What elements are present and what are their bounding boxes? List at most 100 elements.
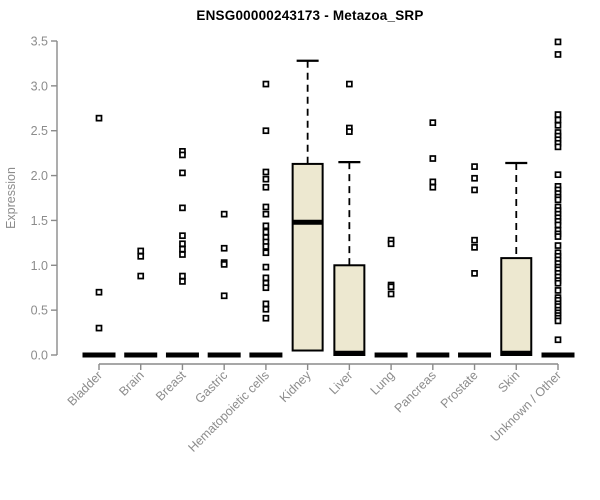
outlier-point — [554, 336, 562, 344]
outlier-point — [179, 232, 186, 240]
outlier-point — [554, 317, 562, 325]
outlier-point — [554, 233, 562, 240]
outlier-point — [554, 116, 562, 124]
median-bar — [249, 352, 283, 358]
x-category-label: Lung — [368, 368, 398, 398]
x-category-label: Gastric — [192, 368, 230, 406]
outlier-point — [179, 151, 186, 159]
outlier-point — [262, 249, 270, 257]
outlier-point — [179, 204, 186, 212]
outlier-point — [262, 203, 270, 211]
outlier-point — [262, 243, 270, 250]
outlier-point — [429, 183, 437, 191]
y-tick-label: 2.0 — [31, 169, 48, 183]
median-bar — [207, 352, 241, 358]
box-skin — [500, 257, 533, 357]
outlier-point — [387, 290, 395, 298]
outlier-point — [95, 324, 103, 332]
outlier-point — [387, 283, 395, 291]
outlier-point — [179, 169, 186, 177]
outlier-point — [137, 252, 145, 260]
outlier-point — [554, 38, 562, 46]
outlier-point — [346, 128, 353, 135]
outlier-point — [554, 221, 562, 229]
outlier-point — [554, 287, 562, 294]
x-category-label: Prostate — [438, 368, 481, 411]
y-tick-label: 1.0 — [31, 259, 48, 273]
y-tick-label: 1.5 — [31, 214, 48, 228]
chart-title: ENSG00000243173 - Metazoa_SRP — [196, 8, 424, 23]
outlier-point — [262, 175, 270, 183]
median-bar — [124, 352, 158, 358]
x-category-label: Breast — [153, 368, 189, 404]
outlier-point — [262, 210, 270, 218]
outlier-point — [262, 228, 270, 236]
outlier-point — [262, 274, 270, 282]
y-tick-label: 0.5 — [31, 304, 48, 318]
x-category-label: Kidney — [277, 368, 314, 405]
outlier-point — [262, 284, 270, 292]
outlier-point — [220, 261, 228, 268]
outlier-point — [262, 80, 270, 88]
x-category-label: Hematopoietic cells — [185, 368, 272, 455]
outlier-point — [95, 288, 103, 296]
median-bar — [165, 352, 199, 358]
outlier-point — [262, 314, 270, 322]
outlier-point — [429, 119, 437, 126]
x-category-label: Brain — [116, 368, 147, 399]
outlier-point — [554, 279, 562, 287]
outlier-point — [471, 236, 478, 244]
y-tick-label: 0.0 — [31, 349, 48, 363]
x-category-label: Pancreas — [392, 368, 439, 415]
outlier-point — [471, 174, 478, 182]
outlier-point — [554, 51, 562, 58]
outlier-point — [554, 143, 562, 151]
outlier-point — [179, 272, 186, 280]
outlier-point — [262, 222, 270, 230]
outlier-point — [554, 121, 562, 129]
outlier-point — [429, 178, 437, 186]
outlier-point — [220, 292, 228, 300]
outlier-point — [262, 300, 270, 308]
outlier-point — [262, 127, 270, 135]
outlier-point — [262, 263, 270, 271]
outlier-point — [137, 272, 145, 280]
outlier-point — [554, 196, 562, 204]
x-category-label: Unknown / Other — [488, 368, 564, 444]
outlier-point — [179, 240, 186, 248]
outlier-point — [179, 245, 186, 253]
median-bar — [416, 352, 450, 358]
y-axis-label: Expression — [4, 167, 18, 229]
outlier-point — [554, 242, 562, 249]
outlier-point — [471, 243, 478, 251]
box-kidney — [291, 162, 324, 352]
outlier-point — [262, 183, 270, 191]
outlier-point — [346, 80, 353, 88]
outlier-point — [471, 163, 478, 170]
outlier-point — [262, 168, 270, 176]
x-category-label: Bladder — [65, 368, 105, 408]
x-category-label: Liver — [326, 368, 355, 397]
outlier-point — [220, 244, 228, 252]
outlier-point — [262, 305, 270, 313]
y-tick-label: 2.5 — [31, 124, 48, 138]
median-bar — [458, 352, 492, 358]
x-category-label: Skin — [495, 368, 522, 395]
outlier-point — [387, 240, 395, 248]
outlier-point — [471, 270, 478, 277]
y-tick-label: 3.5 — [31, 35, 48, 49]
median-bar — [82, 352, 116, 358]
outlier-point — [95, 114, 103, 122]
median-bar — [541, 352, 575, 358]
box-liver — [333, 264, 366, 356]
outlier-point — [179, 278, 186, 285]
outlier-point — [429, 155, 437, 162]
outlier-point — [554, 171, 562, 179]
median-bar — [374, 352, 408, 358]
outlier-point — [220, 210, 228, 218]
outlier-point — [554, 111, 562, 118]
outlier-point — [179, 251, 186, 258]
outlier-point — [137, 247, 145, 255]
